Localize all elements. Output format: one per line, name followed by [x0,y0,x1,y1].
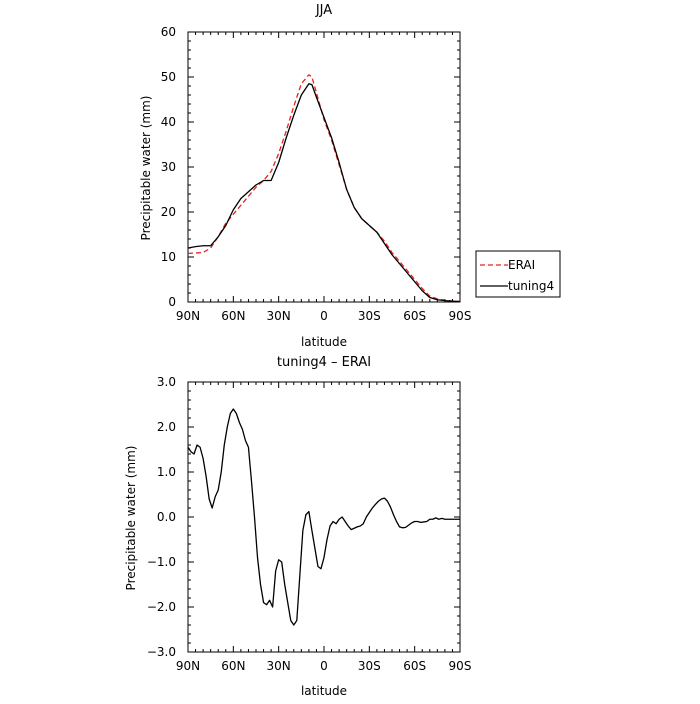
x-axis-title: latitude [301,335,347,349]
y-tick-label: −2.0 [147,600,176,614]
series-line-difference [187,408,460,626]
y-tick-label: 0.0 [157,510,176,524]
x-tick-label: 60S [403,309,426,323]
x-tick-label: 90N [176,659,200,673]
y-tick-label: 30 [161,160,176,174]
series-line-tuning4 [187,83,461,303]
y-tick-label: 40 [161,115,176,129]
y-tick-label: −1.0 [147,555,176,569]
legend-box [475,250,561,298]
y-tick-label: 3.0 [157,375,176,389]
x-tick-label: 0 [320,659,328,673]
y-tick-label: 10 [161,250,176,264]
legend: ERAI tuning4 [475,250,561,298]
y-axis-title: Precipitable water (mm) [124,446,138,591]
x-tick-label: 30S [358,659,381,673]
x-tick-label: 90N [176,309,200,323]
x-tick-label: 90S [449,659,472,673]
panel-title: JJA [315,3,332,18]
x-tick-label: 30S [358,309,381,323]
y-tick-label: 60 [161,25,176,39]
x-tick-label: 30N [267,309,291,323]
series-line-erai [187,74,461,303]
x-tick-label: 30N [267,659,291,673]
panel-bottom: tuning4 – ERAI Precipitable water (mm) l… [124,355,471,698]
y-tick-label: 0 [168,295,176,309]
x-tick-label: 90S [449,309,472,323]
x-axis-title: latitude [301,684,347,698]
x-tick-label: 0 [320,309,328,323]
y-tick-label: 1.0 [157,465,176,479]
y-tick-label: 50 [161,70,176,84]
x-tick-label: 60S [403,659,426,673]
legend-label: tuning4 [508,279,554,293]
x-tick-label: 60N [221,659,245,673]
y-axis-title: Precipitable water (mm) [139,96,153,241]
y-tick-label: −3.0 [147,645,176,659]
panel-title: tuning4 – ERAI [277,355,371,370]
y-tick-label: 20 [161,205,176,219]
plot-frame [187,31,461,303]
panel-top: JJA Precipitable water (mm) latitude 90N… [139,3,561,349]
legend-label: ERAI [508,258,535,272]
x-tick-label: 60N [221,309,245,323]
y-tick-label: 2.0 [157,420,176,434]
